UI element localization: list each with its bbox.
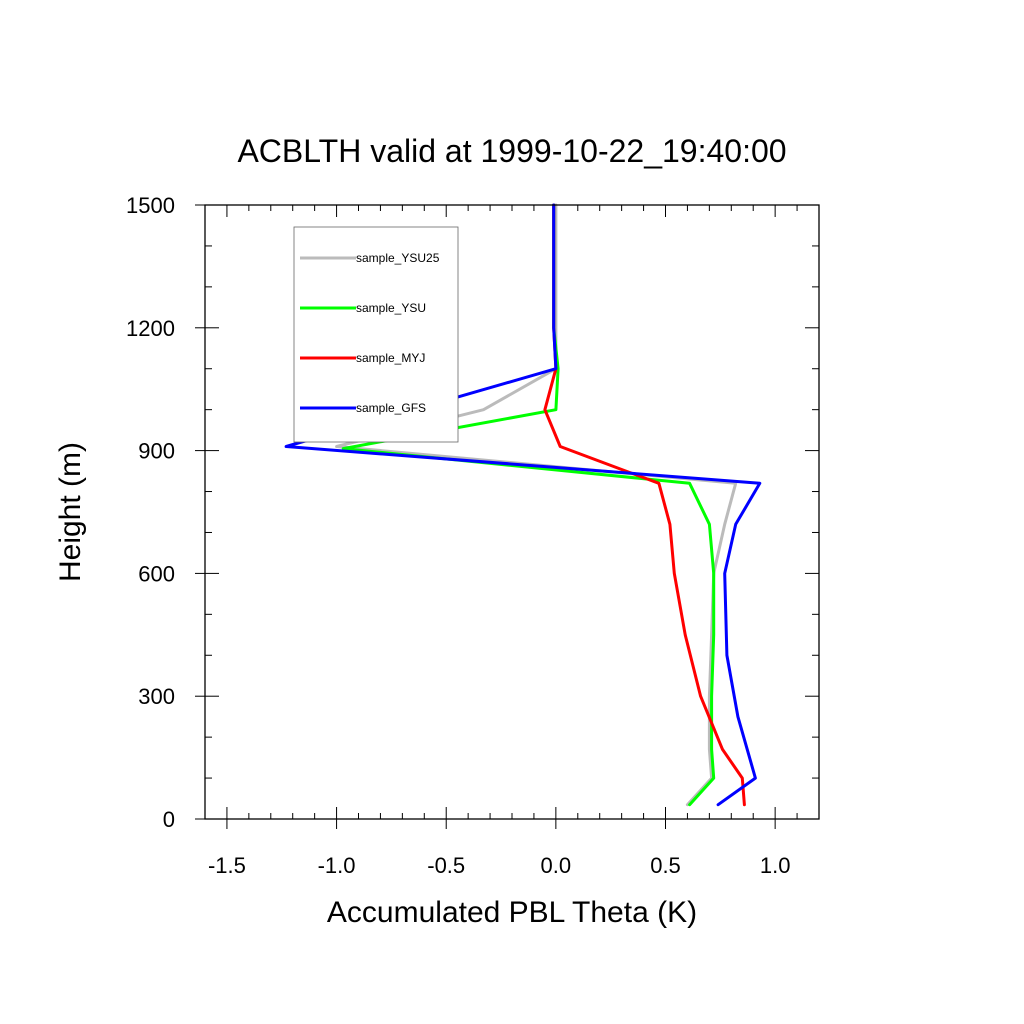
legend-box (293, 226, 459, 443)
series-line-sample-myj (543, 203, 746, 807)
chart-title: ACBLTH valid at 1999-10-22_19:40:00 (237, 133, 786, 169)
series-line-sample-gfs (284, 203, 762, 807)
x-tick-label: -0.5 (427, 853, 465, 878)
legend: sample_YSU25 sample_YSU sample_MYJ sample_G… (293, 226, 459, 443)
y-tick-label: 300 (138, 684, 175, 709)
x-tick-label: 1.0 (760, 853, 791, 878)
y-tick-label: 1500 (126, 193, 175, 218)
y-axis-label: Height (m) (54, 442, 87, 582)
x-axis-label: Accumulated PBL Theta (K) (327, 896, 697, 929)
y-tick-label: 1200 (126, 316, 175, 341)
x-tick-label: -1.0 (318, 853, 356, 878)
x-tick-label: -1.5 (208, 853, 246, 878)
x-axis-ticks: -1.5 -1.0 -0.5 0.0 0.5 1.0 (204, 205, 820, 878)
plot-frame (204, 204, 820, 820)
y-tick-label: 900 (138, 439, 175, 464)
x-tick-label: 0.5 (650, 853, 681, 878)
y-tick-label: 0 (163, 807, 175, 832)
legend-label: sample_YSU (356, 301, 426, 315)
legend-label: sample_YSU25 (356, 251, 440, 265)
y-axis-ticks: 0 300 600 900 1200 1500 (126, 193, 819, 832)
series-line-sample-ysu (341, 203, 716, 807)
plot-series (284, 203, 762, 807)
y-tick-label: 600 (138, 561, 175, 586)
legend-label: sample_GFS (356, 401, 426, 415)
x-tick-label: 0.0 (541, 853, 572, 878)
legend-label: sample_MYJ (356, 351, 425, 365)
